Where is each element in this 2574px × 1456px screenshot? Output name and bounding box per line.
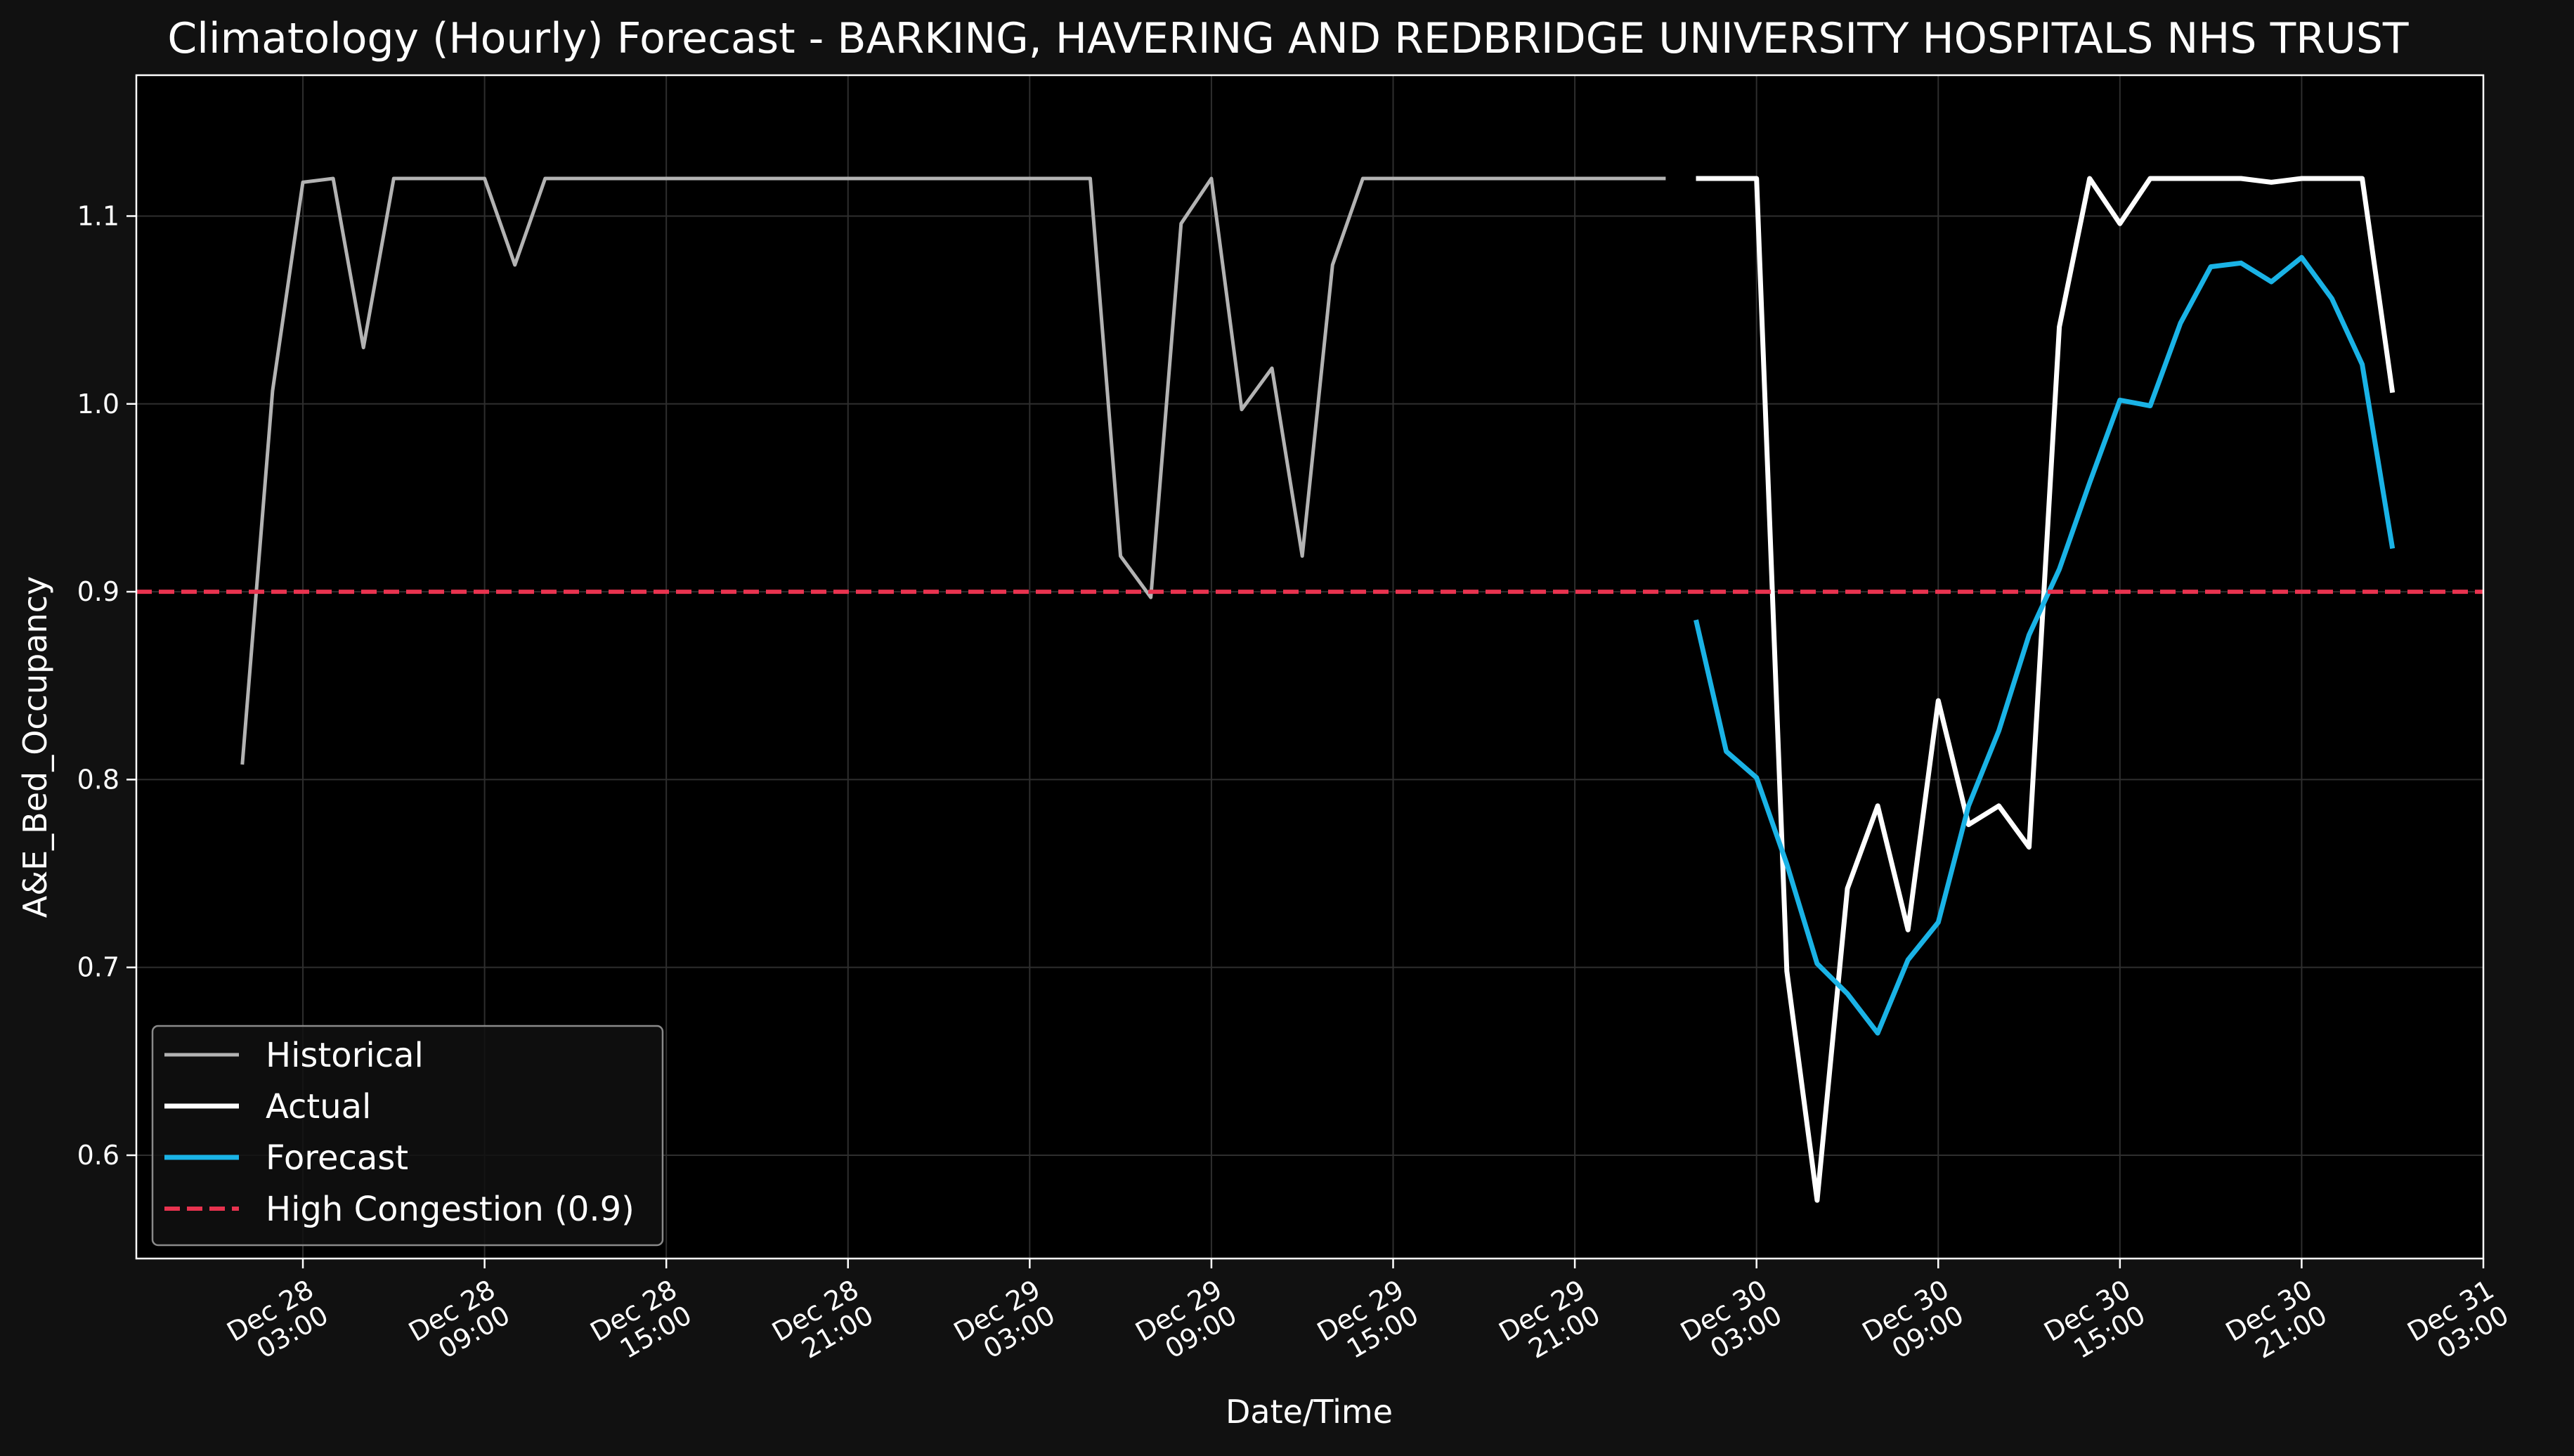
legend-label: Actual (266, 1087, 371, 1126)
series-layer (240, 176, 2396, 1203)
legend: Historical Actual Forecast High Congestion … (151, 1025, 664, 1247)
legend-label: High Congestion (0.9) (266, 1190, 635, 1229)
y-axis-label: A&E_Bed_Occupancy (16, 576, 54, 918)
y-tick-label: 1.0 (77, 389, 119, 420)
y-tick-label: 0.7 (77, 952, 119, 983)
series-line-forecast (1694, 254, 2396, 1036)
y-tick-label: 0.9 (77, 576, 119, 607)
y-tick-label: 0.8 (77, 764, 119, 795)
plot-frame (135, 74, 2485, 1260)
legend-box (151, 1025, 664, 1247)
legend-label: Historical (266, 1036, 424, 1075)
legend-label: Forecast (266, 1138, 408, 1178)
x-axis-label: Date/Time (1226, 1393, 1393, 1431)
y-tick-label: 0.6 (77, 1140, 119, 1171)
series-line-actual (1696, 176, 2396, 1203)
series-line-historical (240, 176, 1666, 765)
y-tick-label: 1.1 (77, 200, 119, 231)
y-axis: 0.6 0.7 0.8 0.9 1.0 1.1 (77, 200, 136, 1171)
chart-title: Climatology (Hourly) Forecast - BARKING,… (167, 14, 2409, 63)
